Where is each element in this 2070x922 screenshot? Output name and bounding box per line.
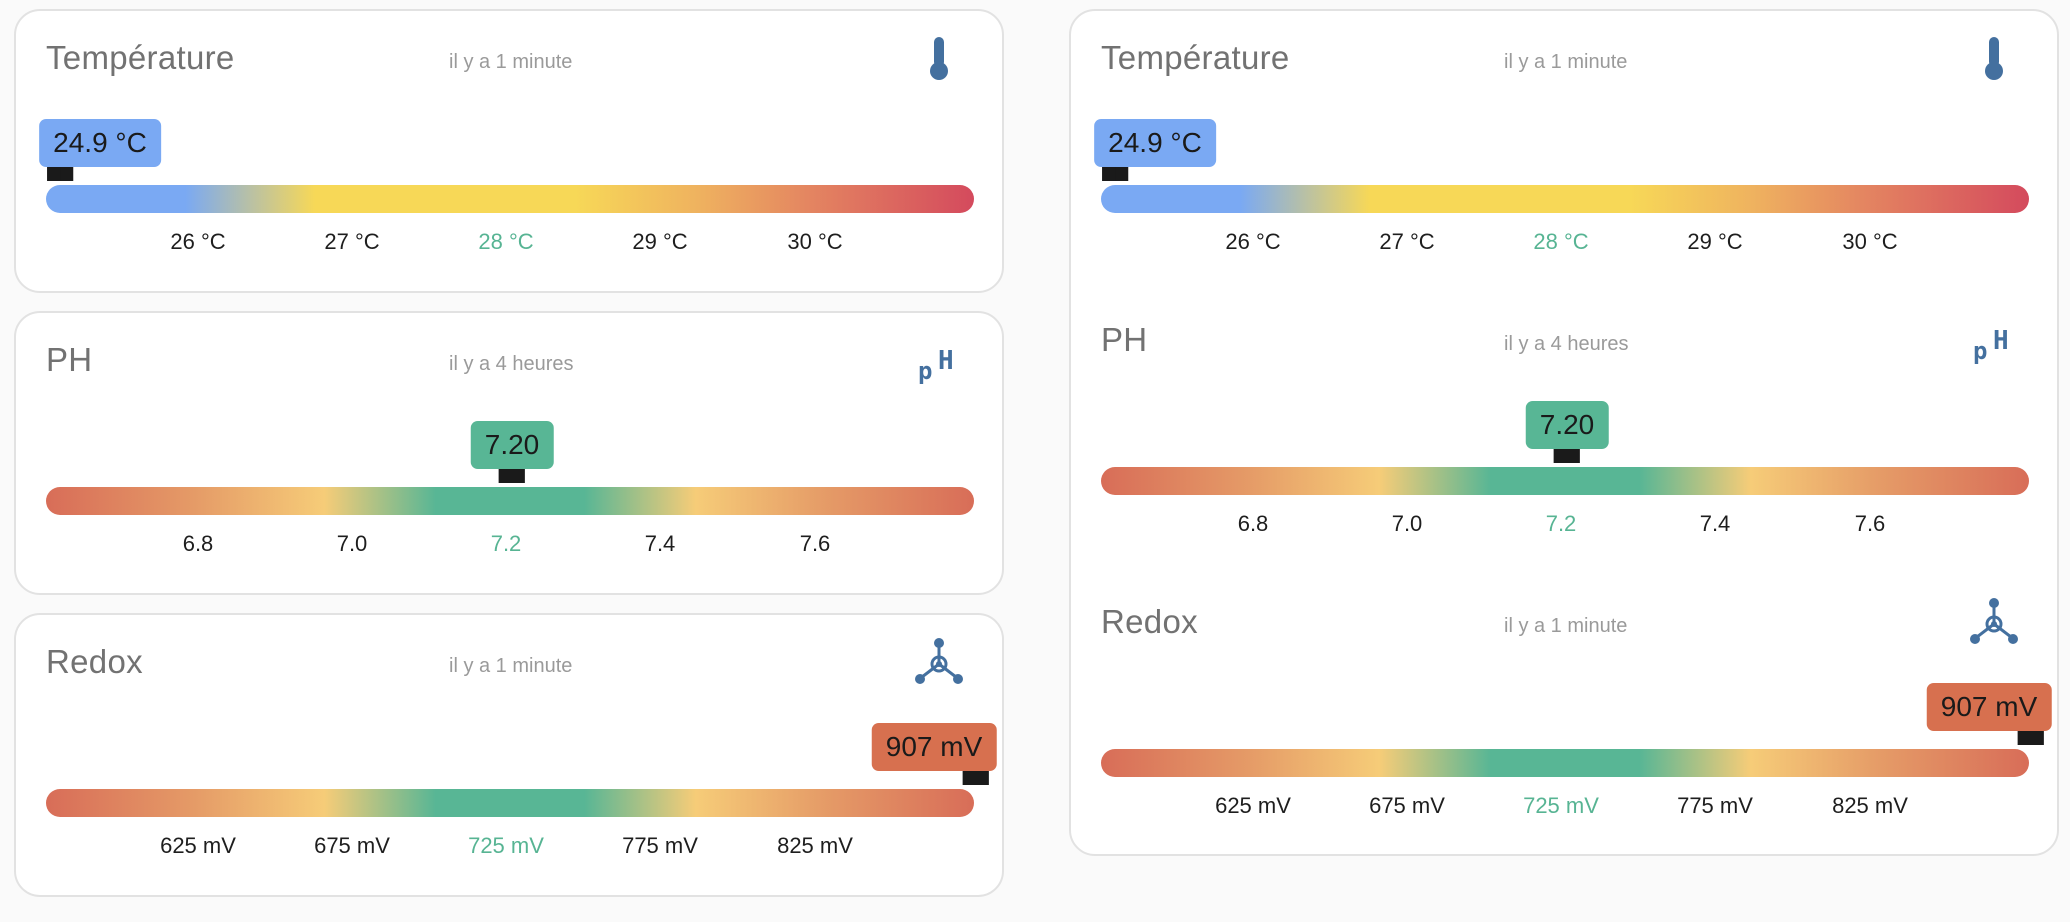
svg-text:H: H <box>1993 326 2009 356</box>
molecule-icon <box>1969 597 2019 647</box>
scale-ticks: 26 °C 27 °C 28 °C 29 °C 30 °C <box>1101 229 2029 259</box>
last-updated: il y a 1 minute <box>449 51 573 73</box>
tick-label: 7.2 <box>1545 511 1577 536</box>
tick-label: 675 mV <box>314 833 390 858</box>
gauge-bar <box>46 487 974 515</box>
tick-label: 27 °C <box>324 229 380 254</box>
tick-label: 6.8 <box>1237 511 1269 536</box>
svg-text:p: p <box>918 357 932 385</box>
redox-section[interactable]: Redox il y a 1 minute 907 mV 625 mV 675 … <box>1071 575 2057 875</box>
tick-label: 27 °C <box>1379 229 1435 254</box>
card-title: Redox <box>1101 603 1198 640</box>
card-title: PH <box>1101 321 1148 358</box>
last-updated: il y a 1 minute <box>1504 615 1628 637</box>
gauge-bar <box>1101 467 2029 495</box>
tick-label: 7.0 <box>336 531 368 556</box>
tick-label: 26 °C <box>1225 229 1281 254</box>
tick-label: 725 mV <box>468 833 544 858</box>
last-updated: il y a 4 heures <box>1504 333 1629 355</box>
tick-label: 28 °C <box>1533 229 1589 254</box>
svg-text:H: H <box>938 346 954 376</box>
tick-label: 7.2 <box>490 531 522 556</box>
value-badge: 24.9 °C <box>1094 119 1216 181</box>
tick-label: 775 mV <box>1677 793 1753 818</box>
tick-label: 7.4 <box>1699 511 1731 536</box>
gauge-bar <box>1101 185 2029 213</box>
thermometer-icon <box>1969 33 2019 83</box>
tick-label: 725 mV <box>1523 793 1599 818</box>
tick-label: 6.8 <box>182 531 214 556</box>
tick-label: 625 mV <box>1215 793 1291 818</box>
tick-label: 825 mV <box>1832 793 1908 818</box>
combined-sensor-card[interactable]: Température il y a 1 minute 24.9 °C 26 °… <box>1069 9 2059 856</box>
value-badge: 7.20 <box>1525 401 1609 463</box>
tick-label: 7.6 <box>799 531 831 556</box>
scale-ticks: 6.8 7.0 7.2 7.4 7.6 <box>1101 511 2029 541</box>
tick-label: 825 mV <box>777 833 853 858</box>
card-title: Redox <box>46 643 143 680</box>
value-badge: 907 mV <box>1926 683 2052 745</box>
last-updated: il y a 1 minute <box>1504 51 1628 73</box>
card-title: PH <box>46 341 93 378</box>
temperature-section[interactable]: Température il y a 1 minute 24.9 °C 26 °… <box>1071 11 2057 311</box>
scale-ticks: 26 °C 27 °C 28 °C 29 °C 30 °C <box>46 229 974 259</box>
tick-label: 7.0 <box>1391 511 1423 536</box>
tick-label: 675 mV <box>1369 793 1445 818</box>
tick-label: 30 °C <box>1842 229 1898 254</box>
last-updated: il y a 1 minute <box>449 655 573 677</box>
redox-card[interactable]: Redox il y a 1 minute 907 mV 625 mV 675 … <box>14 613 1004 897</box>
tick-label: 28 °C <box>478 229 534 254</box>
last-updated: il y a 4 heures <box>449 353 574 375</box>
molecule-icon <box>914 637 964 687</box>
scale-ticks: 625 mV 675 mV 725 mV 775 mV 825 mV <box>46 833 974 863</box>
tick-label: 26 °C <box>170 229 226 254</box>
thermometer-icon <box>914 33 964 83</box>
card-title: Température <box>1101 39 1290 76</box>
tick-label: 7.6 <box>1854 511 1886 536</box>
tick-label: 625 mV <box>160 833 236 858</box>
value-badge: 907 mV <box>871 723 997 785</box>
gauge-bar <box>46 789 974 817</box>
gauge-bar <box>46 185 974 213</box>
tick-label: 29 °C <box>1687 229 1743 254</box>
value-badge: 7.20 <box>470 421 554 483</box>
scale-ticks: 625 mV 675 mV 725 mV 775 mV 825 mV <box>1101 793 2029 823</box>
gauge-bar <box>1101 749 2029 777</box>
value-badge: 24.9 °C <box>39 119 161 181</box>
svg-text:p: p <box>1973 337 1987 365</box>
tick-label: 30 °C <box>787 229 843 254</box>
card-title: Température <box>46 39 235 76</box>
tick-label: 7.4 <box>644 531 676 556</box>
scale-ticks: 6.8 7.0 7.2 7.4 7.6 <box>46 531 974 561</box>
temperature-card[interactable]: Température il y a 1 minute 24.9 °C 26 °… <box>14 9 1004 293</box>
tick-label: 775 mV <box>622 833 698 858</box>
tick-label: 29 °C <box>632 229 688 254</box>
